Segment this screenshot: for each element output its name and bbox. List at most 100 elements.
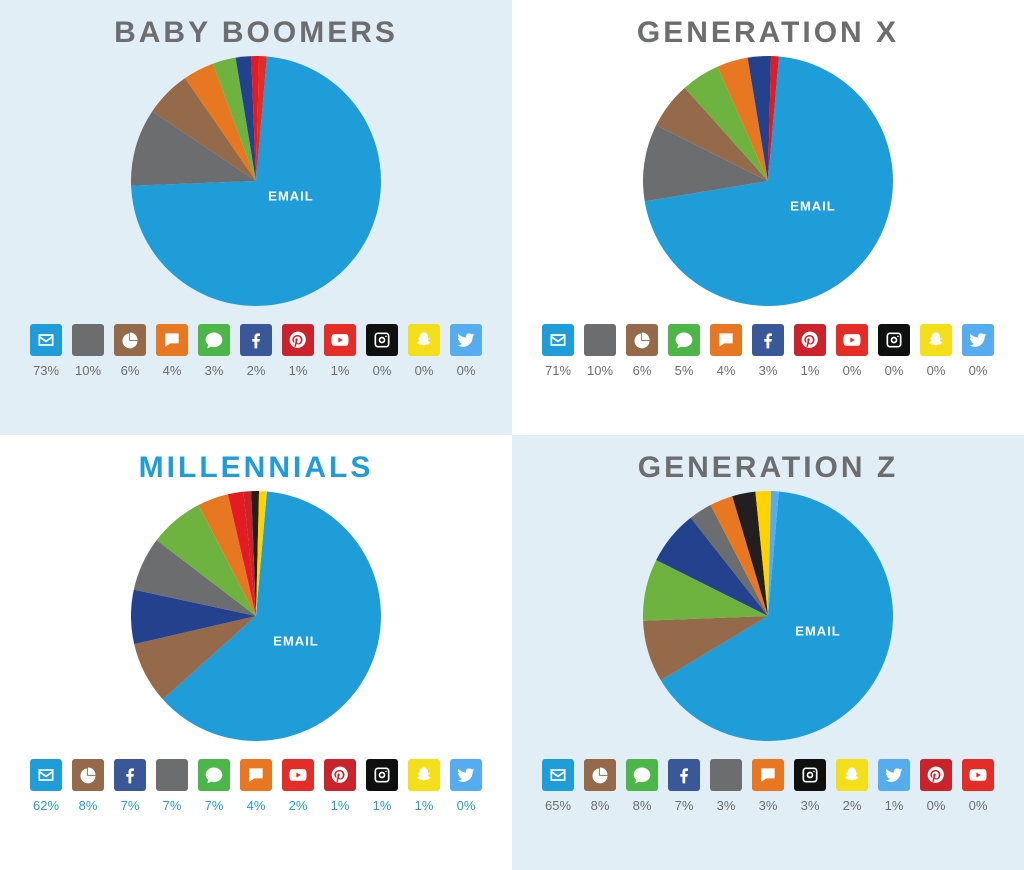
panel-generation-z: GENERATION ZEMAIL65%8%8%7%3%3%3%2%1%0%0% [512,435,1024,870]
legend-percentage: 3% [759,363,778,378]
pie-chart: EMAIL [643,56,893,306]
youtube-icon [282,759,314,791]
legend-percentage: 1% [885,798,904,813]
facebook-icon [668,759,700,791]
legend-percentage: 0% [969,363,988,378]
legend-percentage: 5% [675,363,694,378]
instagram-icon [366,759,398,791]
pinterest-icon [324,759,356,791]
pie-chart: EMAIL [643,491,893,741]
email-icon [30,759,62,791]
instagram-icon [878,324,910,356]
chat-icon [156,324,188,356]
panel-generation-x: GENERATION XEMAIL71%10%6%5%4%3%1%0%0%0%0… [512,0,1024,435]
legend-item-other: 10% [582,324,618,378]
legend-item-chat: 4% [154,324,190,378]
instagram-icon [366,324,398,356]
legend-percentage: 3% [801,798,820,813]
chat-icon [752,759,784,791]
panel-title: BABY BOOMERS [114,16,398,50]
snapchat-icon [836,759,868,791]
legend-percentage: 4% [247,798,266,813]
legend-percentage: 0% [927,363,946,378]
legend-item-twitter: 0% [448,324,484,378]
email-icon [30,324,62,356]
legend-item-youtube: 2% [280,759,316,813]
legend-item-msg: 5% [666,324,702,378]
legend-percentage: 3% [205,363,224,378]
legend-item-chat: 4% [708,324,744,378]
legend-percentage: 7% [205,798,224,813]
legend-item-twitter: 0% [960,324,996,378]
legend-percentage: 0% [969,798,988,813]
pinterest-icon [920,759,952,791]
youtube-icon [836,324,868,356]
pie-label: EMAIL [268,189,313,204]
legend-item-other: 10% [70,324,106,378]
snapchat-icon [408,759,440,791]
legend-item-pinterest: 1% [322,759,358,813]
instagram-icon [794,759,826,791]
legend-item-twitter: 0% [448,759,484,813]
legend-item-snapchat: 2% [834,759,870,813]
legend-item-chat: 4% [238,759,274,813]
panel-millennials: MILLENNIALSEMAIL62%8%7%7%7%4%2%1%1%1%0% [0,435,512,870]
legend-item-email: 65% [540,759,576,813]
legend-item-email: 62% [28,759,64,813]
pinterest-icon [282,324,314,356]
twitter-icon [878,759,910,791]
legend-percentage: 2% [289,798,308,813]
other-icon [156,759,188,791]
legend-item-other: 3% [708,759,744,813]
pie-icon [114,324,146,356]
other-icon [710,759,742,791]
legend-item-snapchat: 0% [918,324,954,378]
legend: 71%10%6%5%4%3%1%0%0%0%0% [540,324,996,378]
facebook-icon [240,324,272,356]
email-icon [542,759,574,791]
chart-grid: BABY BOOMERSEMAIL73%10%6%4%3%2%1%1%0%0%0… [0,0,1024,870]
legend-percentage: 0% [843,363,862,378]
youtube-icon [962,759,994,791]
pie-icon [626,324,658,356]
legend-percentage: 7% [675,798,694,813]
panel-title: GENERATION X [637,16,899,50]
twitter-icon [450,759,482,791]
other-icon [584,324,616,356]
legend-item-pinterest: 0% [918,759,954,813]
legend-percentage: 2% [247,363,266,378]
legend-percentage: 4% [163,363,182,378]
pie-chart: EMAIL [131,491,381,741]
legend-item-pinterest: 1% [280,324,316,378]
legend-item-youtube: 0% [834,324,870,378]
legend-item-pie: 8% [70,759,106,813]
legend-percentage: 4% [717,363,736,378]
facebook-icon [752,324,784,356]
legend-percentage: 0% [373,363,392,378]
legend-item-instagram: 3% [792,759,828,813]
panel-baby-boomers: BABY BOOMERSEMAIL73%10%6%4%3%2%1%1%0%0%0… [0,0,512,435]
legend-item-email: 71% [540,324,576,378]
legend-item-msg: 7% [196,759,232,813]
legend-percentage: 3% [759,798,778,813]
legend-item-facebook: 3% [750,324,786,378]
legend-percentage: 0% [415,363,434,378]
legend-percentage: 7% [163,798,182,813]
msg-icon [198,324,230,356]
legend-percentage: 62% [33,798,59,813]
youtube-icon [324,324,356,356]
legend-percentage: 0% [885,363,904,378]
legend-percentage: 3% [717,798,736,813]
legend-percentage: 1% [331,798,350,813]
msg-icon [668,324,700,356]
legend-item-facebook: 7% [112,759,148,813]
legend-percentage: 73% [33,363,59,378]
legend-percentage: 10% [587,363,613,378]
legend-item-snapchat: 1% [406,759,442,813]
legend: 73%10%6%4%3%2%1%1%0%0%0% [28,324,484,378]
legend-percentage: 6% [121,363,140,378]
snapchat-icon [920,324,952,356]
legend-item-email: 73% [28,324,64,378]
legend-item-msg: 3% [196,324,232,378]
legend-item-pinterest: 1% [792,324,828,378]
